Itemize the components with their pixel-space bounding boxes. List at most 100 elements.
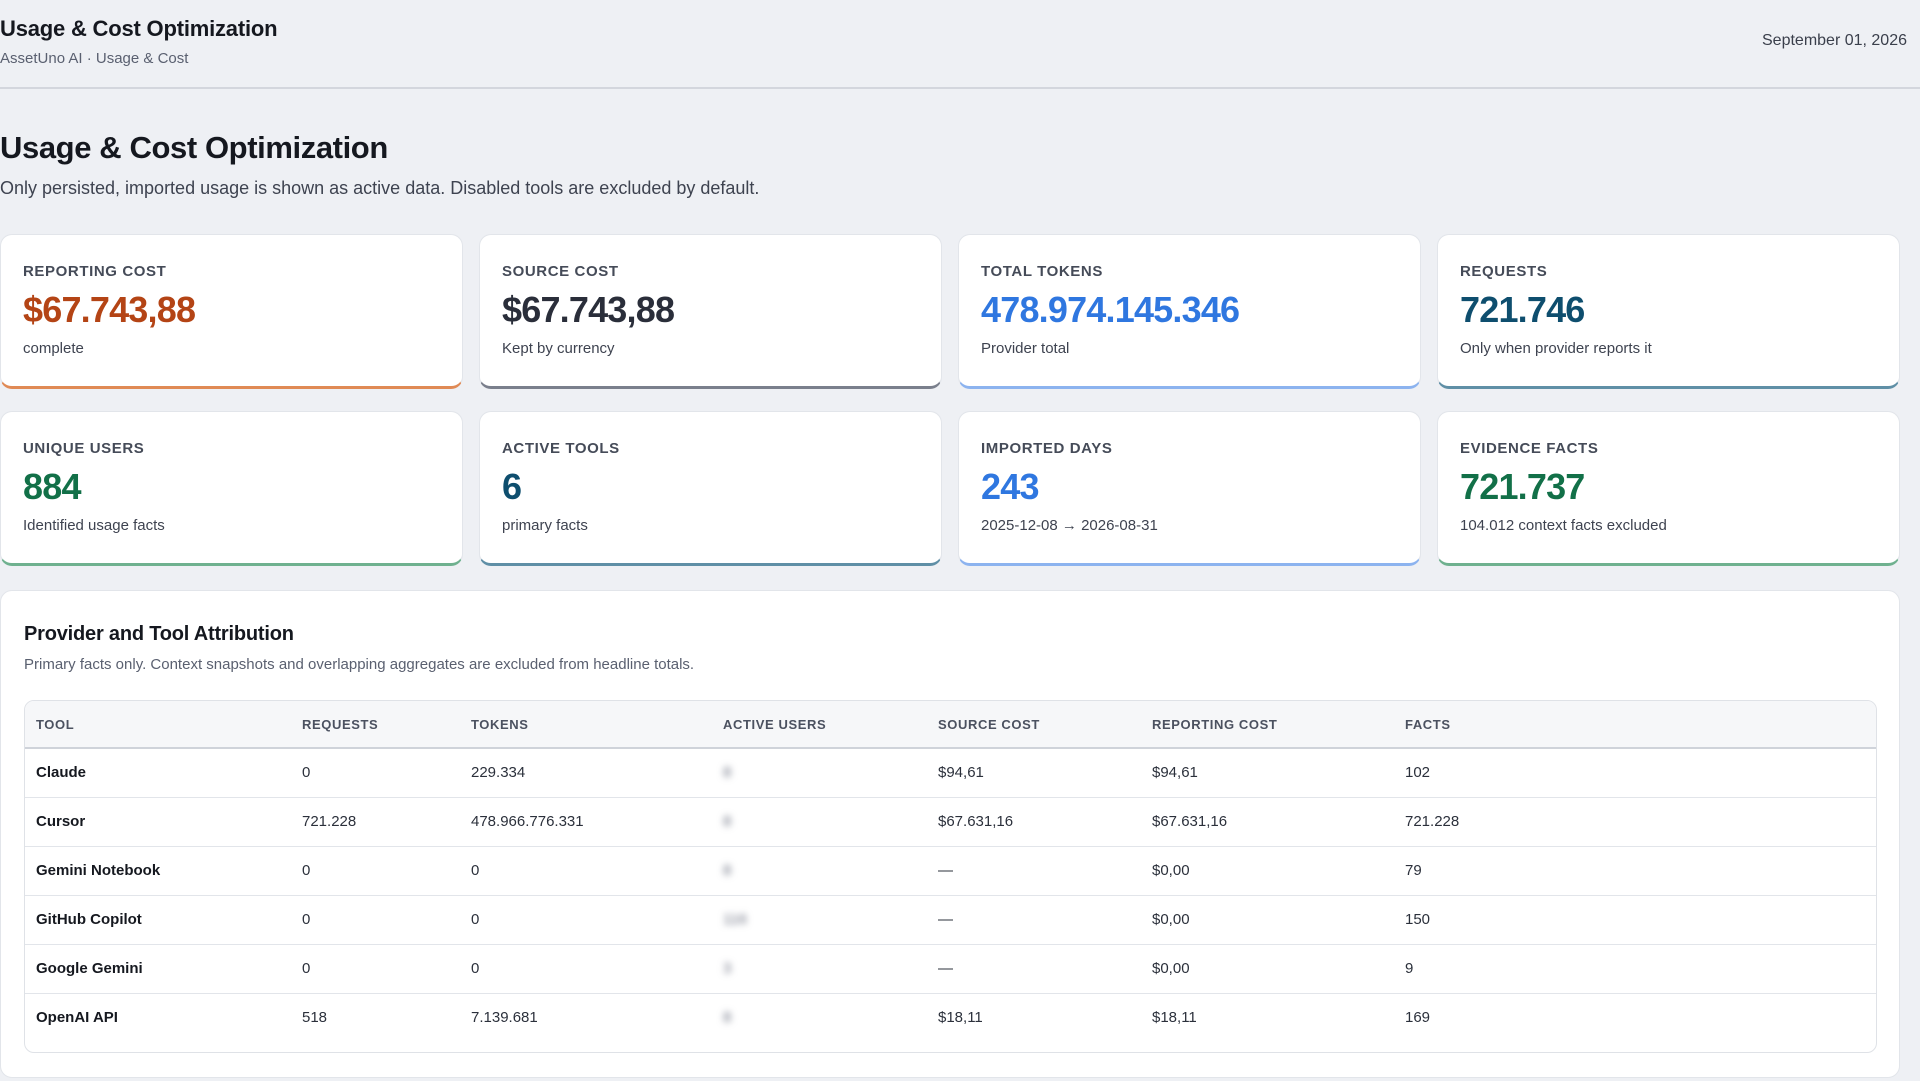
table-row[interactable]: Gemini Notebook 0 0 8 — $0,00 79 [25, 846, 1876, 895]
column-header-tokens[interactable]: TOKENS [471, 716, 529, 732]
column-header-tool[interactable]: TOOL [36, 716, 75, 732]
app-title: Usage & Cost Optimization [0, 16, 278, 41]
kpi-value: $67.743,88 [502, 289, 675, 330]
cell-facts: 102 [1405, 764, 1431, 782]
kpi-hint: 2025-12-08 → 2026-08-31 [981, 517, 1158, 534]
top-bar: Usage & Cost Optimization AssetUno AI · … [0, 0, 1920, 89]
cell-tool: Claude [36, 764, 87, 782]
cell-active-users: 116 [712, 895, 927, 944]
attribution-table-container: TOOL REQUESTS TOKENS ACTIVE USERS SOURCE… [24, 700, 1877, 1053]
table-header-row: TOOL REQUESTS TOKENS ACTIVE USERS SOURCE… [25, 701, 1876, 748]
kpi-card-requests: REQUESTS 721.746 Only when provider repo… [1437, 234, 1900, 389]
cell-reporting-cost: $0,00 [1152, 911, 1190, 928]
column-header-reporting-cost[interactable]: REPORTING COST [1152, 716, 1278, 732]
kpi-hint: primary facts [502, 517, 588, 534]
redacted-value: 3 [723, 960, 732, 977]
cell-facts: 150 [1405, 911, 1431, 928]
cell-source-cost: $94,61 [938, 764, 984, 782]
kpi-card-imported-days: IMPORTED DAYS 243 2025-12-08 → 2026-08-3… [958, 411, 1421, 566]
cell-active-users: 8 [712, 846, 927, 895]
kpi-card-source-cost: SOURCE COST $67.743,88 Kept by currency [479, 234, 942, 389]
cell-requests: 518 [302, 1009, 328, 1027]
kpi-hint: complete [23, 340, 84, 357]
cell-active-users: 3 [712, 944, 927, 993]
cell-source-cost: — [938, 911, 953, 928]
page-subtitle: Only persisted, imported usage is shown … [0, 178, 760, 198]
redacted-value: 8 [723, 813, 732, 830]
cell-facts: 79 [1405, 862, 1422, 879]
cell-facts: 169 [1405, 1009, 1431, 1027]
table-row[interactable]: OpenAI API 518 7.139.681 8 $18,11 $18,11… [25, 993, 1876, 1042]
kpi-value: 6 [502, 466, 522, 507]
cell-tool: Gemini Notebook [36, 862, 161, 879]
kpi-grid: REPORTING COST $67.743,88 complete SOURC… [0, 234, 1900, 566]
cell-requests: 0 [302, 862, 311, 879]
column-header-active-users[interactable]: ACTIVE USERS [723, 716, 827, 732]
redacted-value: 8 [723, 862, 732, 879]
cell-facts: 9 [1405, 960, 1414, 977]
kpi-hint: Only when provider reports it [1460, 340, 1652, 357]
cell-active-users: 8 [712, 748, 927, 797]
attribution-table: TOOL REQUESTS TOKENS ACTIVE USERS SOURCE… [25, 701, 1876, 1042]
cell-source-cost: $67.631,16 [938, 813, 1014, 830]
cell-facts: 721.228 [1405, 813, 1460, 830]
cell-requests: 0 [302, 764, 311, 782]
kpi-card-reporting-cost: REPORTING COST $67.743,88 complete [0, 234, 463, 389]
cell-tokens: 0 [471, 911, 480, 928]
cell-requests: 721.228 [302, 813, 357, 830]
table-row[interactable]: Google Gemini 0 0 3 — $0,00 9 [25, 944, 1876, 993]
cell-reporting-cost: $0,00 [1152, 862, 1190, 879]
kpi-value: 478.974.145.346 [981, 289, 1240, 330]
kpi-label: EVIDENCE FACTS [1460, 440, 1599, 457]
kpi-label: REPORTING COST [23, 263, 167, 280]
kpi-card-total-tokens: TOTAL TOKENS 478.974.145.346 Provider to… [958, 234, 1421, 389]
attribution-subtitle: Primary facts only. Context snapshots an… [24, 656, 695, 673]
cell-source-cost: $18,11 [938, 1009, 983, 1027]
cell-tool: OpenAI API [36, 1009, 118, 1027]
kpi-hint: Identified usage facts [23, 517, 165, 534]
cell-tool: Google Gemini [36, 960, 143, 977]
kpi-label: TOTAL TOKENS [981, 263, 1103, 280]
column-header-facts[interactable]: FACTS [1405, 716, 1451, 732]
kpi-value: 721.737 [1460, 466, 1585, 507]
cell-active-users: 8 [712, 797, 927, 846]
table-row[interactable]: Cursor 721.228 478.966.776.331 8 $67.631… [25, 797, 1876, 846]
kpi-value: $67.743,88 [23, 289, 196, 330]
kpi-card-unique-users: UNIQUE USERS 884 Identified usage facts [0, 411, 463, 566]
redacted-value: 116 [723, 911, 747, 928]
current-date: September 01, 2026 [1762, 32, 1907, 49]
kpi-hint: Provider total [981, 340, 1070, 357]
redacted-value: 8 [723, 764, 732, 782]
kpi-value: 884 [23, 466, 81, 507]
page-title: Usage & Cost Optimization [0, 130, 388, 165]
cell-source-cost: — [938, 960, 953, 977]
kpi-label: SOURCE COST [502, 263, 619, 280]
cell-tokens: 0 [471, 960, 480, 977]
kpi-value: 721.746 [1460, 289, 1585, 330]
attribution-title: Provider and Tool Attribution [24, 623, 294, 645]
cell-reporting-cost: $67.631,16 [1152, 813, 1228, 830]
cell-tokens: 7.139.681 [471, 1009, 538, 1027]
cell-tool: GitHub Copilot [36, 911, 142, 928]
cell-reporting-cost: $0,00 [1152, 960, 1190, 977]
cell-requests: 0 [302, 960, 311, 977]
cell-tool: Cursor [36, 813, 86, 830]
column-header-source-cost[interactable]: SOURCE COST [938, 716, 1040, 732]
attribution-panel: Provider and Tool Attribution Primary fa… [0, 590, 1900, 1078]
table-row[interactable]: GitHub Copilot 0 0 116 — $0,00 150 [25, 895, 1876, 944]
cell-reporting-cost: $18,11 [1152, 1009, 1197, 1027]
kpi-value: 243 [981, 466, 1039, 507]
cell-active-users: 8 [712, 993, 927, 1042]
redacted-value: 8 [723, 1009, 732, 1027]
kpi-label: ACTIVE TOOLS [502, 440, 620, 457]
table-row[interactable]: Claude 0 229.334 8 $94,61 $94,61 102 [25, 748, 1876, 797]
cell-tokens: 0 [471, 862, 480, 879]
cell-source-cost: — [938, 862, 953, 879]
cell-reporting-cost: $94,61 [1152, 764, 1198, 782]
breadcrumb[interactable]: AssetUno AI · Usage & Cost [0, 50, 189, 67]
kpi-label: UNIQUE USERS [23, 440, 145, 457]
column-header-requests[interactable]: REQUESTS [302, 716, 379, 732]
cell-requests: 0 [302, 911, 311, 928]
kpi-card-active-tools: ACTIVE TOOLS 6 primary facts [479, 411, 942, 566]
kpi-hint: 104.012 context facts excluded [1460, 517, 1667, 534]
